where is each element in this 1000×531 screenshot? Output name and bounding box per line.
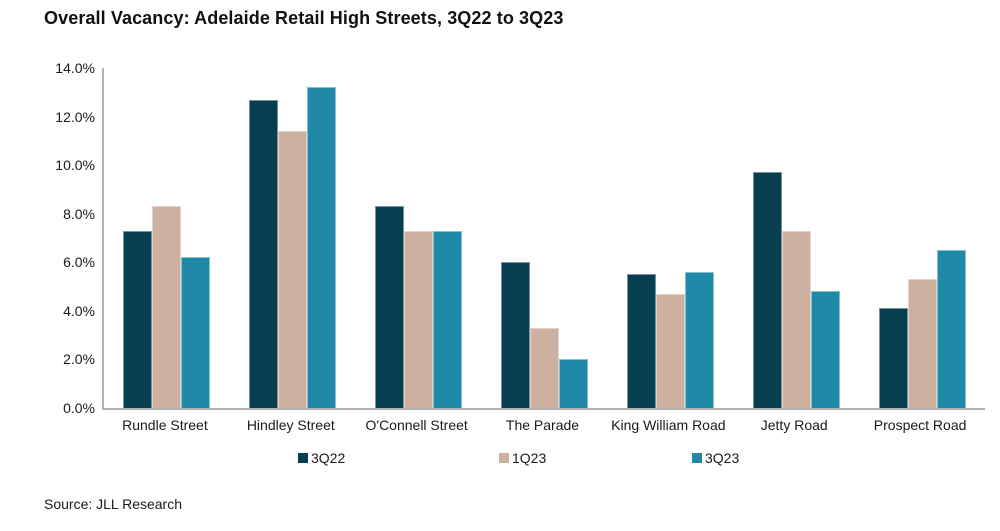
bar-3q22-the-parade	[501, 262, 530, 408]
bar-1q23-hindley-street	[278, 131, 308, 408]
legend-swatch-icon	[692, 453, 702, 463]
y-tick-label-8-0: 8.0%	[63, 205, 95, 222]
bar-1q23-king-william-road	[655, 293, 685, 408]
bar-3q22-jetty-road	[752, 172, 782, 408]
legend-item-3q23: 3Q23	[692, 450, 739, 466]
y-tick-label-12-0: 12.0%	[55, 108, 95, 125]
x-label-king-william-road: King William Road	[611, 417, 726, 433]
bar-3q22-prospect-road	[878, 308, 908, 408]
x-label-the-parade: The Parade	[505, 417, 580, 433]
bar-group-king-william-road	[607, 68, 733, 408]
x-label-rundle-street: Rundle Street	[122, 417, 208, 433]
x-label-o-connell-street: O'Connell Street	[365, 417, 468, 433]
x-axis-category-labels: Rundle Street Hindley Street O'Connell Str…	[102, 417, 983, 433]
legend-item-3q22: 3Q22	[298, 450, 345, 466]
y-tick-label-10-0: 10.0%	[55, 157, 95, 174]
bar-3q23-rundle-street	[181, 257, 211, 408]
bar-group-prospect-road	[859, 68, 985, 408]
x-label-prospect-road: Prospect Road	[873, 417, 967, 433]
legend-label-3q23: 3Q23	[705, 450, 740, 466]
bar-1q23-jetty-road	[781, 230, 811, 408]
bar-1q23-o-connell-street	[404, 230, 434, 408]
chart-title: Overall Vacancy: Adelaide Retail High St…	[44, 8, 564, 28]
plot-area	[102, 68, 985, 410]
bar-3q22-o-connell-street	[375, 206, 405, 408]
source-note: Source: JLL Research	[44, 496, 182, 512]
bar-3q23-jetty-road	[810, 291, 840, 408]
bar-3q23-hindley-street	[307, 87, 337, 408]
legend-label-1q23: 1Q23	[512, 450, 547, 466]
bar-group-hindley-street	[230, 68, 356, 408]
y-tick-label-4-0: 4.0%	[63, 302, 95, 319]
bar-3q23-king-william-road	[684, 272, 714, 408]
bar-group-rundle-street	[104, 68, 230, 408]
chart-legend: 3Q22 1Q23 3Q23	[102, 450, 983, 468]
bar-3q22-rundle-street	[123, 230, 153, 408]
y-tick-label-6-0: 6.0%	[63, 254, 95, 271]
legend-swatch-icon	[499, 453, 509, 463]
bar-3q23-the-parade	[559, 359, 588, 408]
y-tick-label-14-0: 14.0%	[55, 60, 95, 76]
y-tick-label-2-0: 2.0%	[63, 351, 95, 368]
bar-group-jetty-road	[733, 68, 859, 408]
bar-3q23-prospect-road	[936, 250, 966, 408]
legend-item-1q23: 1Q23	[499, 450, 546, 466]
x-label-jetty-road: Jetty Road	[760, 417, 828, 433]
legend-label-3q22: 3Q22	[311, 450, 346, 466]
bar-3q22-king-william-road	[626, 274, 656, 408]
y-tick-label-0-0: 0.0%	[63, 400, 95, 416]
legend-swatch-icon	[298, 453, 308, 463]
bar-group-the-parade	[482, 68, 608, 408]
bar-group-o-connell-street	[356, 68, 482, 408]
x-label-hindley-street: Hindley Street	[246, 417, 335, 433]
bar-3q23-o-connell-street	[433, 230, 463, 408]
bar-1q23-the-parade	[530, 327, 559, 408]
y-axis-tick-labels: 0.0% 2.0% 4.0% 6.0% 8.0% 10.0% 12.0% 14.0%	[0, 60, 95, 416]
bar-1q23-rundle-street	[152, 206, 182, 408]
bar-3q22-hindley-street	[249, 99, 279, 408]
bar-1q23-prospect-road	[907, 279, 937, 408]
